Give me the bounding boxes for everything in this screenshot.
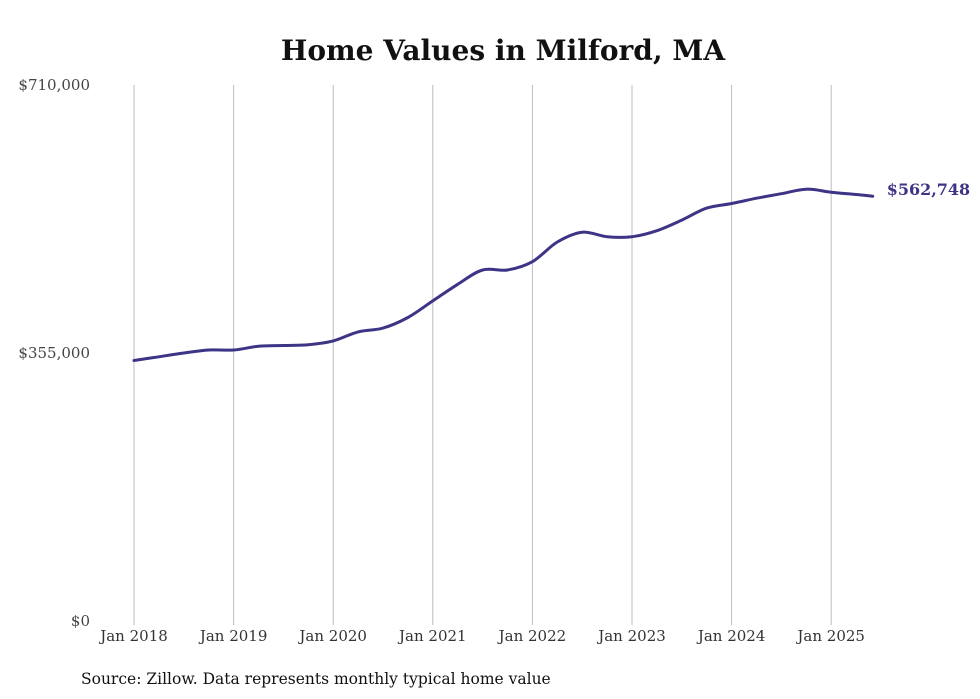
series-group: $562,748 — [132, 180, 971, 362]
y-tick-label: $710,000 — [18, 76, 90, 94]
chart-title: Home Values in Milford, MA — [281, 34, 726, 67]
y-axis-ticks: $0 $355,000 $710,000 — [18, 76, 90, 630]
x-tick-label: Jan 2020 — [297, 627, 367, 645]
x-tick-label: Jan 2025 — [795, 627, 865, 645]
x-tick-label: Jan 2021 — [397, 627, 467, 645]
x-tick-label: Jan 2024 — [696, 627, 766, 645]
x-tick-label: Jan 2018 — [98, 627, 168, 645]
x-tick-label: Jan 2019 — [198, 627, 268, 645]
y-tick-label: $355,000 — [18, 344, 90, 362]
x-axis-ticks: Jan 2018 Jan 2019 Jan 2020 Jan 2021 Jan 2022… — [98, 627, 865, 645]
source-note: Source: Zillow. Data represents monthly … — [81, 670, 551, 688]
end-value-label: $562,748 — [887, 180, 971, 199]
y-tick-label: $0 — [71, 612, 90, 630]
series-line — [132, 187, 875, 362]
gridlines — [133, 85, 832, 625]
x-tick-label: Jan 2022 — [497, 627, 567, 645]
x-tick-label: Jan 2023 — [596, 627, 666, 645]
